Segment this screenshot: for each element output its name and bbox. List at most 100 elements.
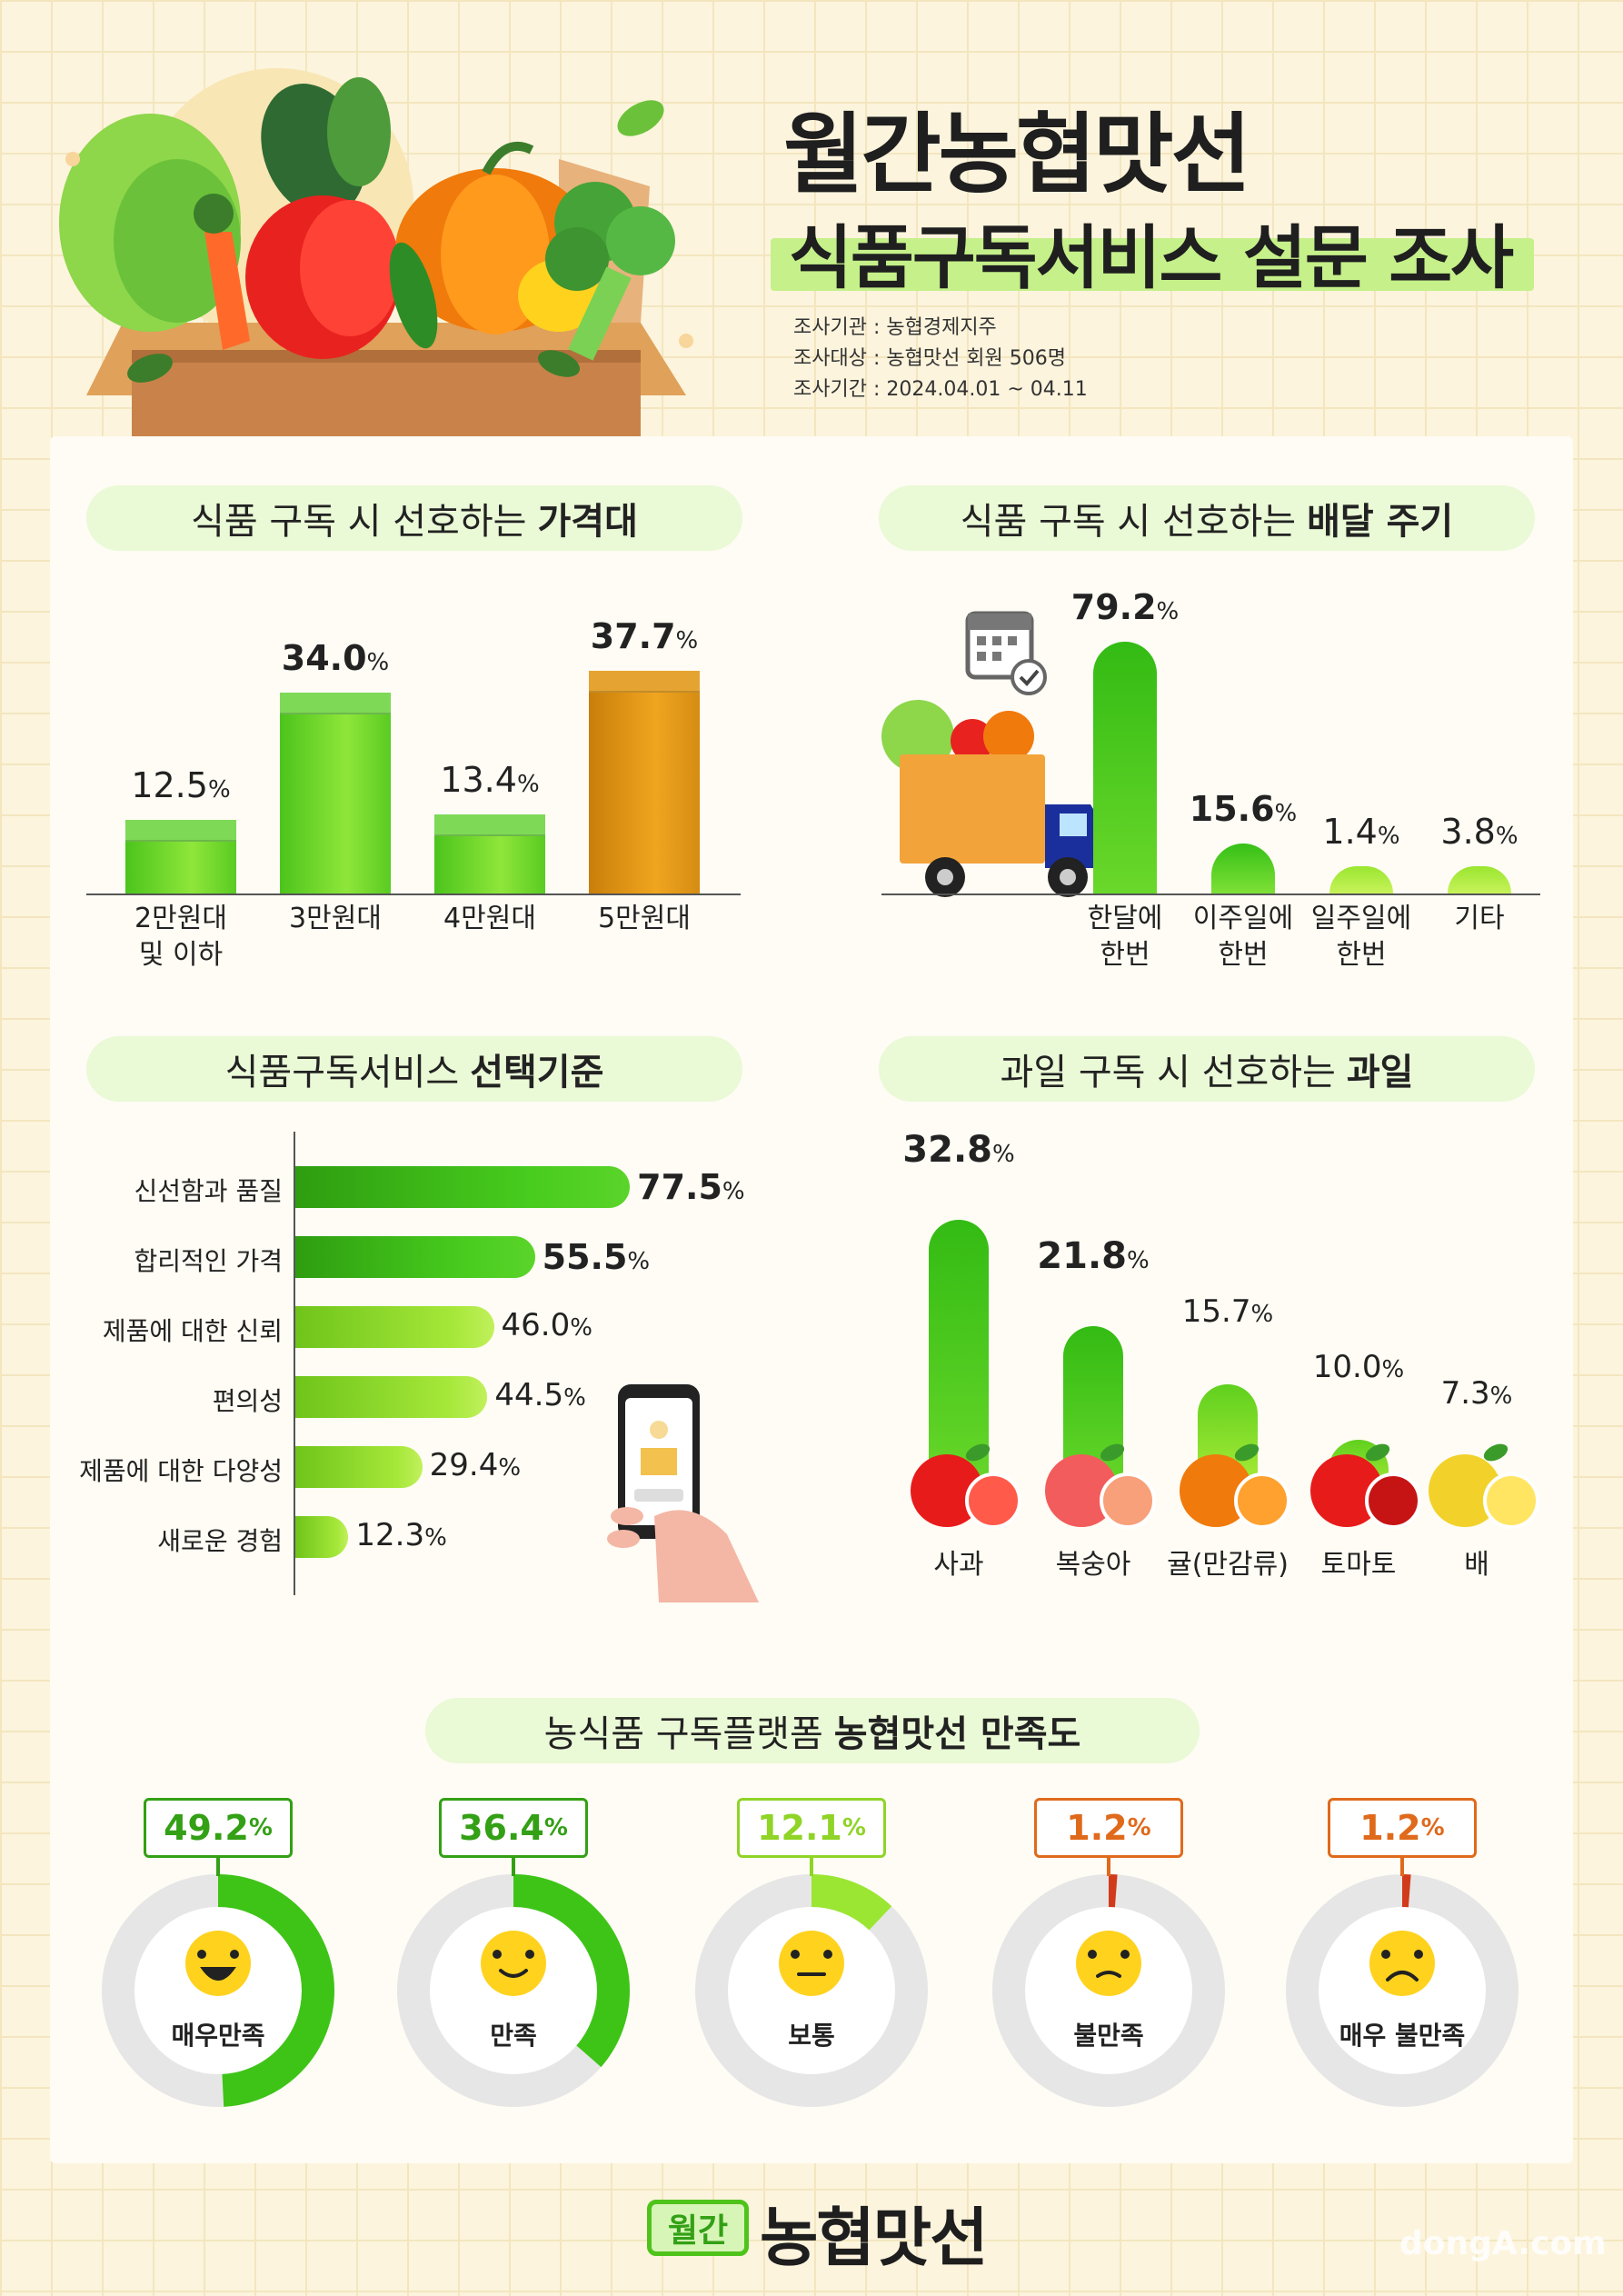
criteria-bar xyxy=(295,1306,494,1348)
satisfaction-category-label: 보통 xyxy=(788,2021,835,2051)
donut-arc xyxy=(397,1874,630,2107)
criteria-category-label: 제품에 대한 신뢰 xyxy=(102,1316,283,1346)
fruit-value-label: 10.0% xyxy=(1312,1348,1405,1385)
fruit-section-title: 과일 구독 시 선호하는 과일 xyxy=(879,1036,1535,1102)
donut-arc xyxy=(992,1874,1225,2107)
badge-connector xyxy=(512,1856,515,1876)
satisfaction-category-label: 매우 불만족 xyxy=(1339,2021,1466,2051)
price-value-label: 34.0% xyxy=(281,638,390,678)
emoji-face-icon xyxy=(185,1931,251,1996)
satisfaction-section-title: 농식품 구독플랫폼 농협맛선 만족도 xyxy=(425,1698,1200,1763)
title-highlight xyxy=(771,238,1534,291)
criteria-value-label: 44.5% xyxy=(494,1377,586,1413)
satisfaction-donut xyxy=(102,1874,334,2107)
fruit-category-label: 복숭아 xyxy=(1055,1549,1131,1581)
price-category-label: 4만원대 xyxy=(443,903,536,934)
emoji-face-icon xyxy=(779,1931,844,1996)
fruit-category-label: 귤(만감류) xyxy=(1167,1549,1289,1581)
title-plain: 식품 구독 시 선호하는 xyxy=(191,501,527,543)
title-bold: 선택기준 xyxy=(470,1052,604,1093)
title-bold: 농협맛선 만족도 xyxy=(833,1713,1081,1755)
delivery-category-label: 한달에 한번 xyxy=(1087,903,1163,971)
criteria-bar xyxy=(295,1166,631,1208)
fruit-category-label: 배 xyxy=(1464,1549,1489,1581)
fruit-value-label: 15.7% xyxy=(1181,1293,1274,1331)
satisfaction-donut xyxy=(1286,1874,1518,2107)
price-baseline xyxy=(86,893,741,895)
criteria-category-label: 편의성 xyxy=(212,1386,283,1416)
delivery-category-label: 기타 xyxy=(1454,903,1505,934)
satisfaction-donut xyxy=(397,1874,630,2107)
criteria-bar xyxy=(295,1376,488,1418)
vegetable-box-illustration xyxy=(59,68,693,441)
criteria-bar xyxy=(295,1446,423,1488)
price-bar-top xyxy=(280,693,391,714)
emoji-eye xyxy=(1120,1950,1130,1959)
delivery-bar xyxy=(1211,844,1275,893)
emoji-eye xyxy=(525,1950,534,1959)
fruit-icon xyxy=(1234,1472,1290,1529)
satisfaction-value-badge: 36.4% xyxy=(439,1798,588,1858)
satisfaction-value-badge: 1.2% xyxy=(1328,1798,1477,1858)
satisfaction-category-label: 매우만족 xyxy=(171,2021,265,2051)
criteria-category-label: 새로운 경험 xyxy=(157,1526,283,1556)
badge-connector xyxy=(810,1856,813,1876)
satisfaction-category-label: 불만족 xyxy=(1073,2021,1144,2051)
emoji-face-icon xyxy=(1076,1931,1141,1996)
delivery-baseline xyxy=(881,893,1540,895)
price-value-label: 37.7% xyxy=(590,615,699,656)
title-plain: 농식품 구독플랫폼 xyxy=(543,1713,823,1755)
footer-logo-box: 월간 xyxy=(647,2200,749,2256)
fruit-value-label: 32.8% xyxy=(902,1129,1015,1172)
delivery-value-label: 79.2% xyxy=(1070,586,1180,627)
delivery-section-title: 식품 구독 시 선호하는 배달 주기 xyxy=(879,485,1535,551)
satisfaction-category-label: 만족 xyxy=(490,2021,537,2051)
title-plain: 과일 구독 시 선호하는 xyxy=(1000,1052,1336,1093)
fruit-category-label: 사과 xyxy=(933,1549,984,1581)
criteria-section-title: 식품구독서비스 선택기준 xyxy=(86,1036,742,1102)
title-bold: 과일 xyxy=(1346,1052,1414,1093)
criteria-value-label: 46.0% xyxy=(501,1307,592,1343)
fruit-icon xyxy=(965,1472,1021,1529)
price-bar-top xyxy=(589,670,700,693)
satisfaction-value-badge: 12.1% xyxy=(737,1798,886,1858)
footer-logo-text: 농협맛선 xyxy=(760,2201,989,2275)
survey-target: 조사대상 : 농협맛선 회원 506명 xyxy=(793,347,1067,370)
donut-arc xyxy=(695,1874,928,2107)
delivery-truck-illustration xyxy=(881,611,1118,897)
emoji-mouth xyxy=(200,1967,236,1981)
survey-period: 조사기간 : 2024.04.01 ~ 04.11 xyxy=(793,378,1088,401)
price-category-label: 5만원대 xyxy=(598,903,691,934)
fruit-icon xyxy=(1483,1472,1539,1529)
emoji-eye xyxy=(197,1950,206,1959)
delivery-category-label: 일주일에 한번 xyxy=(1310,903,1412,971)
emoji-eye xyxy=(230,1950,239,1959)
delivery-value-label: 15.6% xyxy=(1189,789,1298,830)
price-category-label: 3만원대 xyxy=(289,903,382,934)
emoji-mouth xyxy=(1096,1971,1121,1978)
criteria-value-label: 55.5% xyxy=(542,1237,651,1277)
criteria-value-label: 29.4% xyxy=(429,1447,522,1483)
price-category-label: 2만원대 및 이하 xyxy=(134,903,227,971)
criteria-category-label: 신선함과 품질 xyxy=(134,1176,283,1206)
title-plain: 식품구독서비스 xyxy=(224,1052,460,1093)
criteria-category-label: 합리적인 가격 xyxy=(134,1246,283,1276)
emoji-face-icon xyxy=(1369,1931,1435,1996)
title-bold: 배달 주기 xyxy=(1307,501,1454,543)
main-title: 월간농협맛선 xyxy=(783,104,1251,205)
fruit-value-label: 21.8% xyxy=(1037,1234,1150,1277)
criteria-bar xyxy=(295,1236,535,1278)
delivery-bar xyxy=(1093,641,1157,893)
delivery-category-label: 이주일에 한번 xyxy=(1192,903,1294,971)
donut-arc xyxy=(102,1874,334,2107)
emoji-eye xyxy=(823,1950,832,1959)
delivery-value-label: 1.4% xyxy=(1322,812,1400,852)
price-value-label: 12.5% xyxy=(131,764,231,805)
fruit-value-label: 7.3% xyxy=(1440,1374,1513,1412)
delivery-value-label: 3.8% xyxy=(1440,812,1518,852)
title-plain: 식품 구독 시 선호하는 xyxy=(960,501,1297,543)
fruit-category-label: 토마토 xyxy=(1320,1549,1397,1581)
emoji-eye xyxy=(1381,1950,1390,1959)
badge-connector xyxy=(1107,1856,1110,1876)
price-bar xyxy=(589,670,700,893)
